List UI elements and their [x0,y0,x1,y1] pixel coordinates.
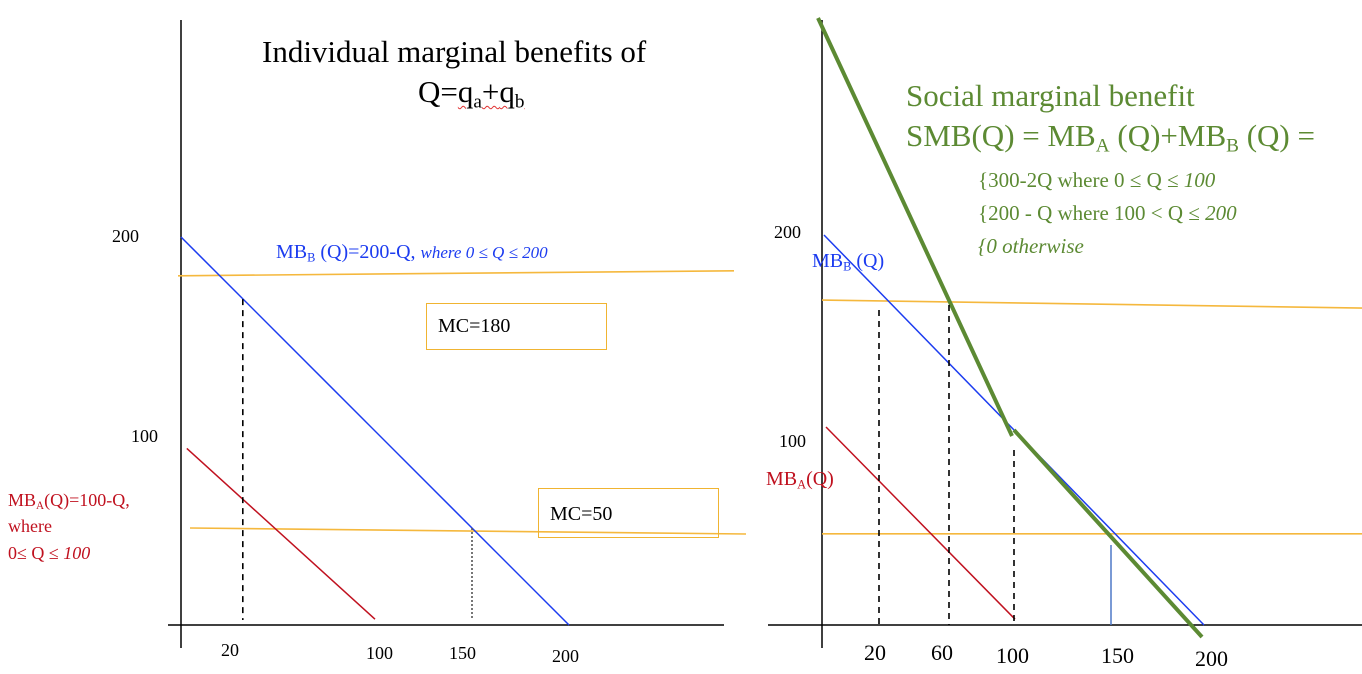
left-mb-a-line [186,447,376,620]
mc180-label: MC=180 [438,315,511,337]
left-x-tick-150: 150 [449,643,476,663]
right-mc-high-line [821,299,1362,309]
right-x-tick-100: 100 [996,643,1029,668]
right-smb-segment-2 [1012,428,1204,639]
left-y-tick-200: 200 [112,226,139,246]
left-mc180-line [177,270,735,277]
left-chart-title-line1: Individual marginal benefits of [262,34,647,69]
mc50-label: MC=50 [550,503,613,525]
left-mb-a-where: where [8,516,52,536]
left-x-tick-200: 200 [552,646,579,666]
left-mb-a-label: MBA(Q)=100-Q, [8,490,130,513]
left-x-tick-20: 20 [221,640,239,660]
right-mb-a-line [825,426,1016,620]
right-x-tick-150: 150 [1101,643,1134,668]
left-mb-a-cond: 0≤ Q ≤ 100 [8,543,91,563]
left-mb-b-label: MBB (Q)=200-Q, where 0 ≤ Q ≤ 200 [276,241,548,265]
left-mc50-line [189,527,747,535]
smb-case-2: {200 - Q where 100 < Q ≤ 200 [978,201,1237,225]
smb-case-1: {300-2Q where 0 ≤ Q ≤ 100 [978,168,1216,192]
left-mb-b-line [180,236,570,626]
right-x-tick-20: 20 [864,640,886,665]
left-x-tick-100: 100 [366,643,393,663]
right-y-tick-100: 100 [779,431,806,451]
mc50-label-box [538,488,719,538]
right-mb-b-label: MBB (Q) [812,250,885,274]
right-smb-formula: SMB(Q) = MBA (Q)+MBB (Q) = [906,118,1315,157]
left-chart-title-line2: Q=qa+qb [418,74,525,113]
right-smb-segment-1 [816,17,1014,437]
left-y-tick-100: 100 [131,426,158,446]
right-y-tick-200: 200 [774,222,801,242]
mc180-label-box [426,303,607,350]
right-x-tick-60: 60 [931,640,953,665]
smb-case-3: {0 otherwise [978,234,1084,258]
right-mb-a-label: MBA(Q) [766,468,834,492]
right-x-tick-200: 200 [1195,646,1228,671]
right-chart-title: Social marginal benefit [906,78,1195,113]
